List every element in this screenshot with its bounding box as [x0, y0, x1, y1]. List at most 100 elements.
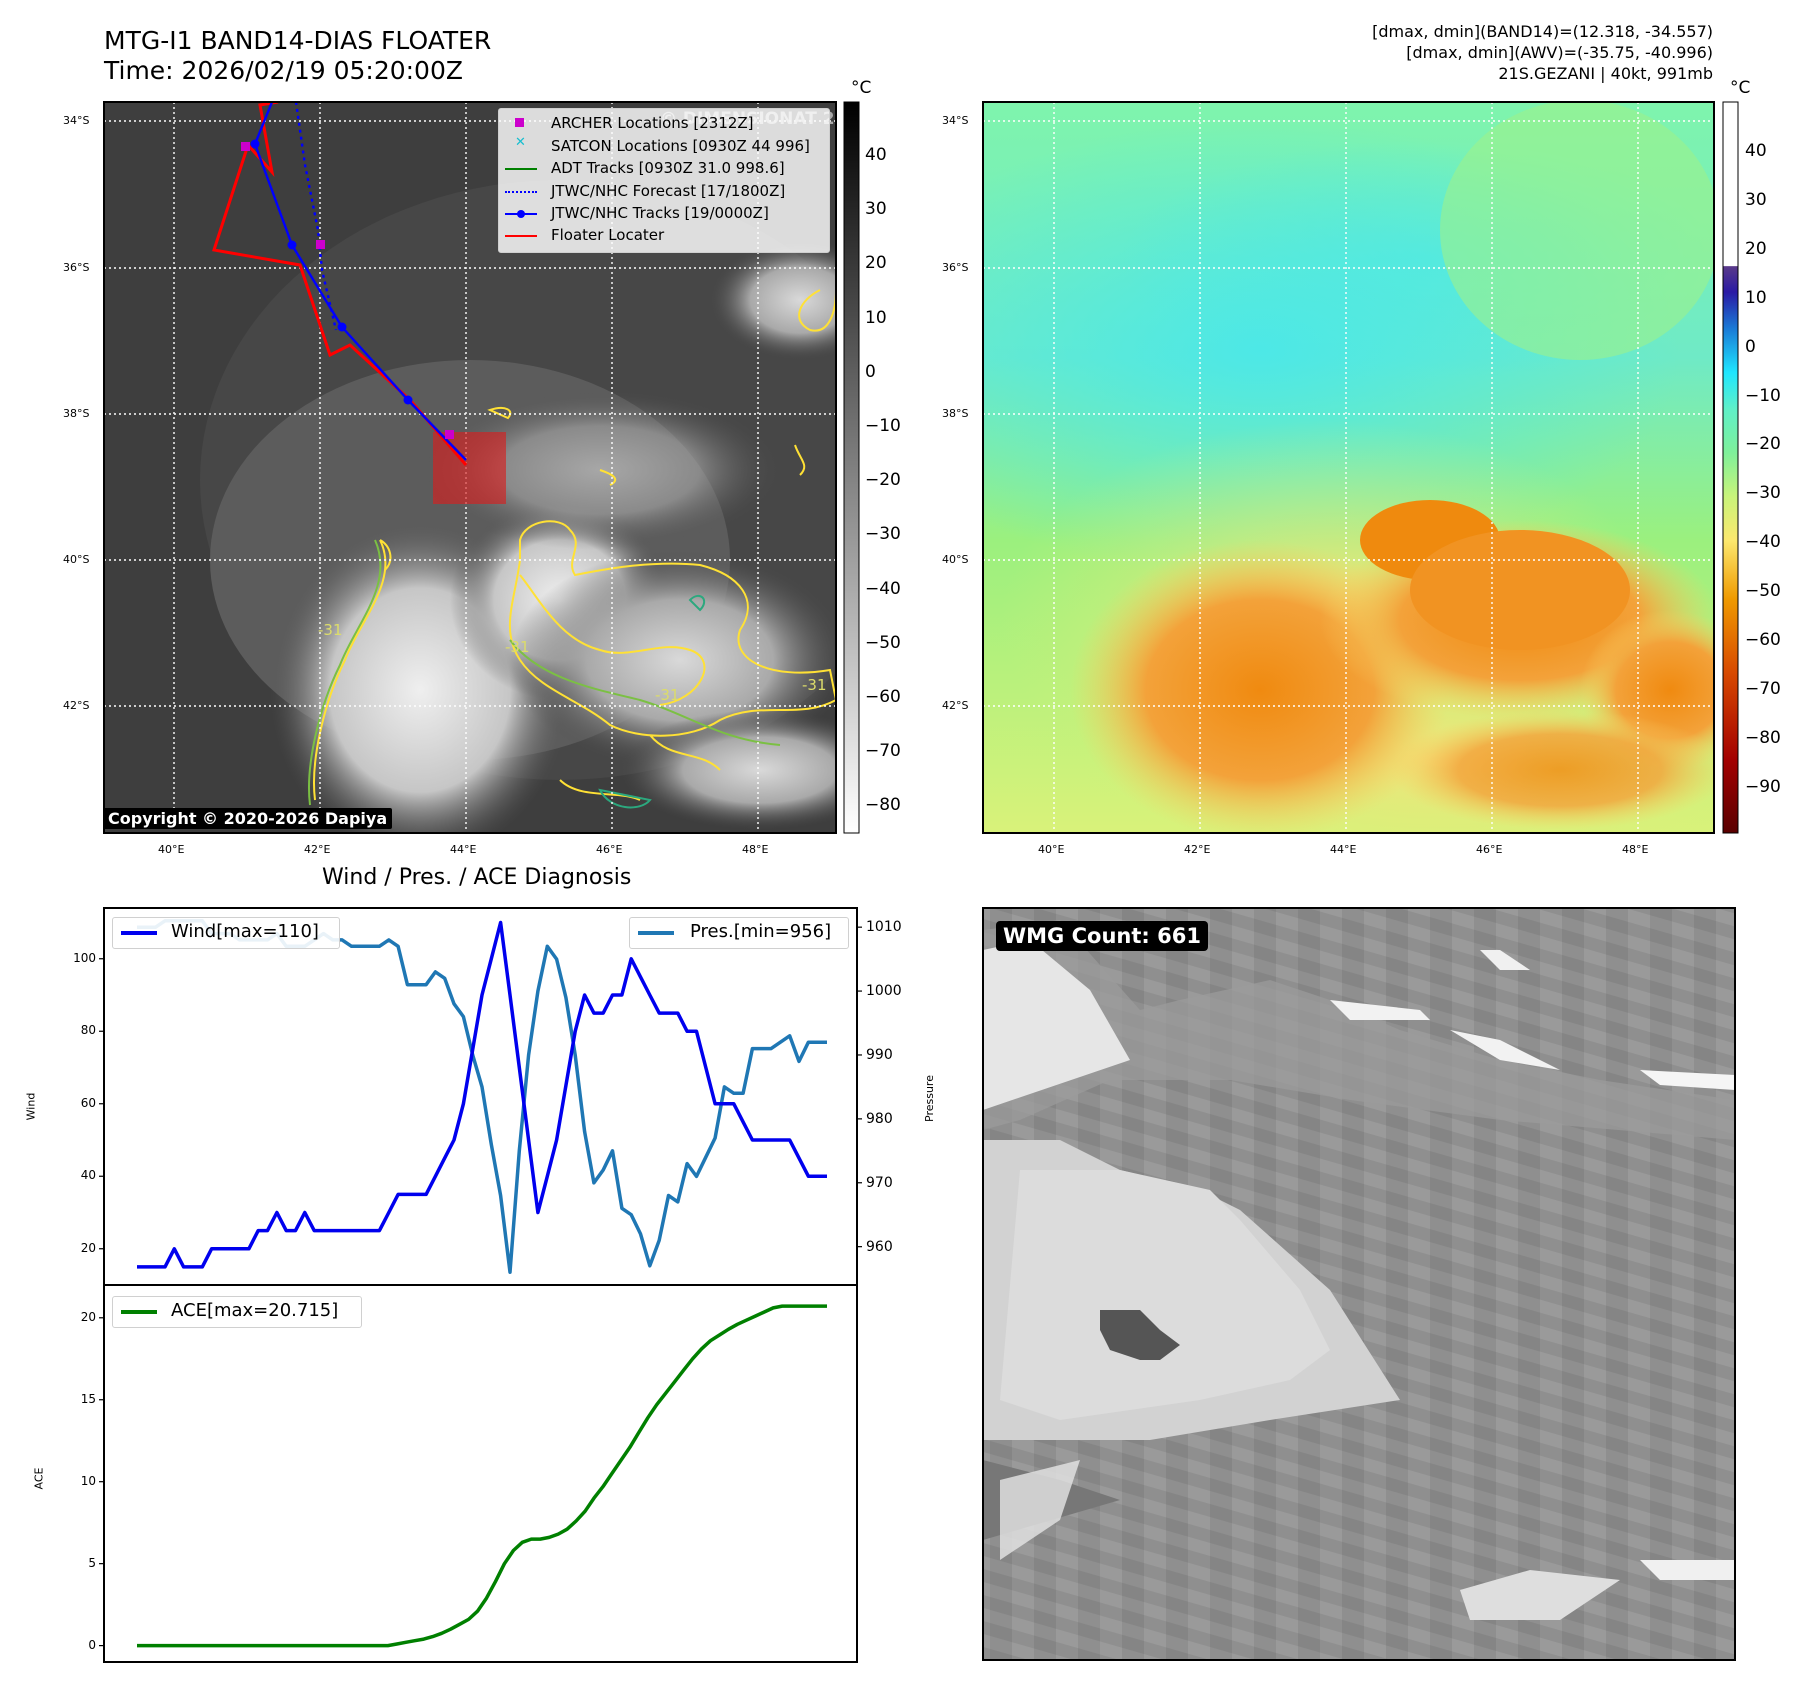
- lon-label: 44°E: [450, 843, 477, 856]
- figure-title: MTG-I1 BAND14-DIAS FLOATER: [104, 26, 492, 55]
- ace-line: [137, 1304, 827, 1648]
- axis-tick-label: 20: [80, 1309, 96, 1324]
- wind-axis-label: Wind: [24, 1092, 38, 1121]
- ace-axis-label: ACE: [32, 1467, 46, 1490]
- archer-marker: [316, 240, 325, 249]
- colorbar-tick-label: 10: [865, 307, 887, 328]
- jtwc-tracks: [253, 102, 467, 461]
- archer-marker: [241, 142, 250, 151]
- lat-label: 42°S: [942, 699, 969, 712]
- contour-label: -31: [655, 686, 680, 704]
- colorbar-tick-label: −10: [865, 416, 901, 436]
- lat-label: 40°S: [942, 553, 969, 566]
- colorbar-tick-label: −50: [1745, 581, 1781, 602]
- lon-label: 48°E: [1622, 843, 1649, 856]
- diagnosis-title: Wind / Pres. / ACE Diagnosis: [322, 865, 632, 890]
- legend-label: JTWC/NHC Forecast [17/1800Z]: [551, 182, 786, 200]
- colorbar-tick-label: −60: [865, 687, 901, 707]
- axis-tick-label: 80: [80, 1023, 96, 1038]
- colorbar-tick-label: −50: [865, 632, 901, 653]
- lon-label: 42°E: [304, 843, 331, 856]
- wind-legend: Wind[max=110]: [112, 917, 340, 949]
- colorbar-tick-label: −10: [1745, 385, 1781, 406]
- lat-label: 36°S: [63, 261, 90, 274]
- awv-colorbar-unit: °C: [1730, 78, 1751, 98]
- lat-label: 40°S: [63, 553, 90, 566]
- colorbar-tick-label: −70: [1745, 678, 1781, 699]
- archer-marker: [445, 430, 454, 439]
- legend-label: ARCHER Locations [2312Z]: [551, 114, 754, 132]
- axis-tick-label: 15: [80, 1391, 96, 1406]
- axis-tick-label: 10: [80, 1473, 96, 1488]
- pressure-legend: Pres.[min=956]: [629, 917, 849, 949]
- line-icon: [121, 1310, 157, 1314]
- line-icon: [638, 931, 674, 935]
- wmg-image: [983, 908, 1735, 1660]
- ir-colorbar-unit: °C: [851, 78, 872, 98]
- map-legend: ARCHER Locations [2312Z] ✕ SATCON Locati…: [498, 108, 830, 253]
- colorbar-tick-label: −20: [1745, 434, 1781, 455]
- axis-tick-label: 1000: [866, 983, 902, 1000]
- pressure-axis-label: Pressure: [922, 1075, 936, 1122]
- jtwc-track-point: [403, 395, 413, 405]
- info-awv: [dmax, dmin](AWV)=(-35.75, -40.996): [1406, 43, 1713, 62]
- wind-line: [137, 920, 827, 1269]
- axis-tick-label: 5: [88, 1555, 96, 1570]
- line-icon: [121, 931, 157, 935]
- floater-box: [433, 432, 506, 504]
- contour-label: -31: [318, 621, 343, 639]
- ace-legend-label: ACE[max=20.715]: [171, 1300, 339, 1321]
- awv-colorbar: [1722, 101, 1739, 834]
- colorbar-tick-label: −60: [1745, 630, 1781, 650]
- lat-label: 36°S: [942, 261, 969, 274]
- colorbar-tick-label: 0: [1745, 336, 1756, 357]
- colorbar-tick-label: −40: [1745, 532, 1781, 553]
- figure-time: Time: 2026/02/19 05:20:00Z: [104, 56, 463, 85]
- jtwc-forecast-track: [294, 102, 338, 331]
- colorbar-tick-label: 20: [1745, 238, 1767, 259]
- colorbar-tick-label: −90: [1745, 776, 1781, 797]
- legend-label: ADT Tracks [0930Z 31.0 998.6]: [551, 159, 785, 177]
- lon-label: 44°E: [1330, 843, 1357, 856]
- colorbar-tick-label: 30: [1745, 189, 1767, 210]
- awv-panel-frame: [982, 101, 1715, 834]
- axis-tick-label: 970: [866, 1174, 893, 1191]
- colorbar-tick-label: −30: [1745, 483, 1781, 504]
- lat-label: 42°S: [63, 699, 90, 712]
- colorbar-tick-label: 40: [1745, 141, 1767, 161]
- axis-tick-label: 1010: [866, 919, 902, 936]
- legend-label: Floater Locater: [551, 226, 665, 244]
- wind-pressure-plot-frame: [103, 907, 858, 1286]
- axis-tick-label: 60: [80, 1095, 96, 1110]
- legend-label: JTWC/NHC Tracks [19/0000Z]: [551, 204, 769, 222]
- contour-label: -31: [505, 638, 530, 656]
- lon-label: 48°E: [742, 843, 769, 856]
- axis-tick-label: 960: [866, 1238, 893, 1255]
- lon-label: 40°E: [158, 843, 185, 856]
- colorbar-tick-label: −70: [865, 741, 901, 762]
- wmg-count-badge: WMG Count: 661: [996, 921, 1208, 951]
- colorbar-tick-label: 40: [865, 145, 887, 165]
- axis-tick-label: 990: [866, 1046, 893, 1063]
- info-storm: 21S.GEZANI | 40kt, 991mb: [1498, 64, 1713, 83]
- lat-label: 38°S: [63, 407, 90, 420]
- dot-marker-icon: [517, 210, 525, 218]
- colorbar-tick-label: 20: [865, 253, 887, 274]
- colorbar-tick-label: 30: [865, 199, 887, 220]
- ir-colorbar: [843, 101, 860, 834]
- lon-label: 46°E: [596, 843, 623, 856]
- lat-label: 34°S: [942, 114, 969, 127]
- square-marker-icon: [515, 118, 524, 127]
- pressure-legend-label: Pres.[min=956]: [690, 921, 832, 942]
- legend-label: SATCON Locations [0930Z 44 996]: [551, 137, 810, 155]
- ir-satellite-image: -31 -31 -31 -31 © DIMENSIONAT: [104, 102, 836, 833]
- ace-plot-frame: [103, 1284, 858, 1663]
- line-icon: [505, 168, 537, 170]
- axis-tick-label: 980: [866, 1110, 893, 1127]
- lon-label: 42°E: [1184, 843, 1211, 856]
- axis-tick-label: 0: [88, 1637, 96, 1652]
- colorbar-tick-label: −80: [865, 795, 901, 816]
- lat-label: 38°S: [942, 407, 969, 420]
- axis-tick-label: 100: [73, 950, 96, 965]
- axis-tick-label: 40: [80, 1168, 96, 1183]
